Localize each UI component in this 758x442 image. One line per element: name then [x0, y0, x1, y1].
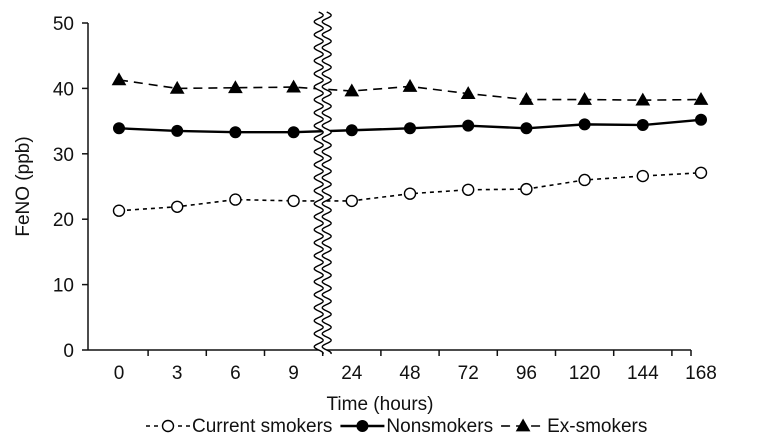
ex-smokers-point — [577, 92, 592, 105]
y-axis-title: FeNO (ppb) — [13, 136, 34, 236]
current-smokers-point — [345, 194, 358, 208]
y-tick-label: 40 — [53, 79, 74, 100]
nonsmokers-point — [345, 124, 358, 137]
nonsmokers-point — [462, 119, 475, 132]
legend-item-ex-smokers: Ex-smokers — [501, 416, 647, 437]
labels-layer: 0 10 20 30 40 50 0 3 6 9 24 48 72 96 120 144 168 Time (ho… — [13, 14, 717, 415]
x-axis-title: Time (hours) — [327, 394, 434, 415]
x-tick-label: 3 — [172, 363, 183, 384]
ex-smokers-point — [402, 78, 418, 92]
x-tick-label: 24 — [341, 363, 363, 384]
y-tick-label: 30 — [53, 145, 74, 166]
current-smokers-point — [287, 194, 300, 208]
nonsmokers-point — [404, 122, 416, 135]
current-smokers-point — [694, 166, 708, 179]
x-tick-label: 96 — [516, 363, 537, 384]
legend-item-current-smokers: Current smokers — [146, 416, 332, 437]
axis-break-right-wave — [321, 11, 332, 355]
nonsmokers-point — [695, 113, 707, 126]
x-tick-label: 168 — [685, 363, 717, 384]
legend-item-nonsmokers: Nonsmokers — [340, 416, 493, 437]
legend-swatch-marker — [356, 420, 369, 432]
x-tick-label: 6 — [230, 363, 241, 384]
legend-label: Nonsmokers — [386, 416, 493, 437]
current-smokers-point — [229, 193, 242, 206]
ex-smokers-point — [169, 80, 185, 94]
ex-smokers-point — [460, 86, 476, 100]
series-layer — [111, 72, 709, 217]
nonsmokers-point — [229, 126, 242, 139]
axis-break-left-wave — [313, 11, 324, 355]
y-tick-label: 10 — [53, 276, 74, 297]
x-tick-label: 144 — [627, 363, 659, 384]
nonsmokers-point — [520, 122, 533, 135]
x-tick-label: 72 — [458, 363, 479, 384]
current-smokers-line — [118, 171, 702, 212]
nonsmokers-point — [287, 126, 300, 139]
nonsmokers-point — [636, 119, 649, 132]
x-tick-label: 9 — [288, 363, 299, 384]
ex-smokers-point — [519, 92, 534, 105]
ex-smokers-point — [344, 83, 360, 97]
y-tick-label: 20 — [53, 210, 74, 231]
legend-swatch-marker — [161, 419, 175, 433]
current-smokers-point — [403, 187, 417, 200]
current-smokers-point — [112, 204, 126, 217]
nonsmokers-point — [578, 118, 591, 131]
ex-smokers-point — [286, 79, 301, 93]
current-smokers-point — [170, 200, 184, 213]
y-tick-label: 50 — [53, 14, 74, 35]
ex-smokers-point — [635, 92, 651, 106]
legend: Current smokers Nonsmokers Ex-smokers — [146, 416, 647, 437]
nonsmokers-point — [113, 122, 125, 135]
legend-label: Ex-smokers — [547, 416, 647, 437]
x-tick-label: 48 — [399, 363, 420, 384]
current-smokers-point — [462, 183, 475, 196]
current-smokers-point — [520, 182, 533, 196]
axes-layer — [82, 22, 692, 356]
x-tick-label: 0 — [114, 363, 125, 384]
nonsmokers-point — [171, 124, 184, 137]
legend-label: Current smokers — [192, 416, 332, 437]
ex-smokers-point — [693, 92, 709, 105]
x-tick-label: 120 — [569, 363, 601, 384]
current-smokers-point — [636, 169, 649, 183]
ex-smokers-point — [228, 80, 243, 94]
legend-swatch-marker — [515, 418, 531, 432]
current-smokers-point — [578, 173, 591, 187]
y-tick-label: 0 — [63, 341, 74, 362]
axis-break-layer — [313, 11, 332, 355]
ex-smokers-point — [111, 72, 127, 86]
